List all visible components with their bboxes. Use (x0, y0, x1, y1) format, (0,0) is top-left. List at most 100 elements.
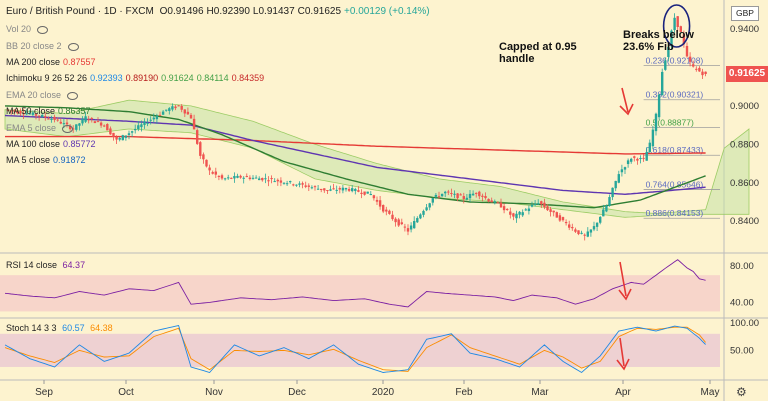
legend-ma-50-close[interactable]: MA 50 close 0.86357 (6, 106, 94, 117)
fib-label: 0.5(0.88877) (646, 117, 694, 127)
candle-body (406, 228, 410, 232)
hidden-eye-icon[interactable] (62, 124, 74, 133)
legend-ema-20-close[interactable]: EMA 20 close (6, 90, 81, 101)
candle-body (592, 226, 596, 230)
ohlc-h: H0.92390 (206, 6, 250, 17)
currency-badge[interactable]: GBP (731, 6, 759, 21)
fib-label: 0.618(0.87433) (646, 145, 704, 155)
candle-body (106, 124, 109, 131)
time-tick: Mar (531, 387, 549, 398)
candle-body (602, 209, 605, 217)
candle-body (248, 177, 252, 180)
candle-body (645, 151, 648, 161)
candle-body (444, 191, 447, 194)
legend-ma-200-close[interactable]: MA 200 close 0.87557 (6, 57, 99, 68)
candle-body (583, 234, 586, 236)
candle-body (574, 229, 577, 232)
legend-value: 0.91624 (161, 73, 194, 83)
time-tick: 2020 (372, 387, 395, 398)
candle-body (196, 130, 199, 144)
candle-body (487, 198, 490, 202)
candle-body (81, 118, 84, 124)
candle-body (258, 178, 261, 181)
candle-body (351, 188, 354, 192)
candle-body (623, 167, 627, 170)
annotation-line: handle (499, 53, 535, 65)
legend-ema-5-close[interactable]: EMA 5 close (6, 123, 76, 134)
candle-body (481, 195, 484, 197)
candle-body (648, 142, 651, 153)
legend-vol-20[interactable]: Vol 20 (6, 24, 51, 35)
settings-gear-icon[interactable]: ⚙ (736, 385, 747, 399)
hidden-eye-icon[interactable] (37, 25, 49, 34)
legend-ma-100-close[interactable]: MA 100 close 0.85772 (6, 139, 99, 150)
candle-body (10, 110, 13, 112)
legend-ma-5-close[interactable]: MA 5 close 0.91872 (6, 155, 89, 166)
candle-body (626, 160, 630, 165)
stoch-k-value: 60.57 (62, 323, 85, 333)
legend-ichimoku-9-26-52-26[interactable]: Ichimoku 9 26 52 26 0.92393 0.89190 0.91624… (6, 73, 267, 84)
legend-value: 0.84359 (231, 73, 265, 83)
legend-value: 0.85772 (63, 139, 96, 149)
candle-body (177, 105, 180, 107)
legend-value: 0.86357 (58, 106, 91, 116)
candle-body (555, 212, 558, 218)
stoch-name: Stoch 14 3 3 (6, 323, 57, 333)
stoch-down-arrow-head (616, 358, 630, 371)
candle-body (320, 188, 323, 190)
candle-body (239, 175, 242, 178)
candle-body (316, 188, 320, 190)
candle-body (391, 214, 394, 220)
candle-body (329, 189, 332, 191)
candle-body (41, 114, 44, 117)
candle-body (34, 114, 38, 116)
candle-body (586, 231, 589, 237)
annotation-line: Capped at 0.95 (499, 41, 577, 53)
candle-body (134, 128, 137, 131)
rsi-down-arrow (619, 261, 627, 297)
candle-body (251, 177, 255, 179)
hidden-eye-icon[interactable] (67, 42, 79, 51)
legend-value: 0.92393 (90, 73, 123, 83)
fib-label: 0.236(0.92108) (646, 55, 704, 65)
ma50-line (4, 105, 706, 209)
candle-body (347, 188, 351, 191)
rsi-legend: RSI 14 close 64.37 (6, 260, 88, 271)
legend-name: MA 50 close (6, 106, 56, 116)
rsi-line (4, 259, 706, 308)
candle-body (620, 169, 624, 173)
hidden-eye-icon[interactable] (67, 91, 79, 100)
candle-body (397, 219, 400, 226)
candle-body (87, 119, 90, 121)
candle-body (307, 185, 310, 187)
candle-body (273, 181, 276, 183)
legend-name: MA 100 close (6, 139, 61, 149)
ohlc-change: +0.00129 (+0.14%) (344, 6, 430, 17)
candle-body (78, 123, 81, 126)
candle-body (664, 60, 667, 70)
ohlc-o: O0.91496 (159, 6, 204, 17)
candle-body (630, 158, 633, 162)
candle-body (56, 119, 59, 121)
rsi-down-arrow-head (618, 288, 632, 301)
candle-body (146, 122, 149, 124)
fib-label: 0.886(0.84153) (646, 208, 704, 218)
highlight-ellipse (662, 4, 691, 48)
candle-body (130, 131, 134, 133)
candle-body (636, 158, 639, 161)
candle-body (161, 111, 165, 115)
candle-body (152, 117, 155, 120)
candle-body (118, 138, 121, 140)
candle-body (62, 123, 66, 125)
candle-body (313, 186, 317, 188)
candle-body (180, 105, 183, 110)
candle-body (509, 211, 512, 215)
candle-body (261, 177, 264, 181)
candle-body (168, 108, 171, 111)
rsi-value: 64.37 (62, 260, 86, 270)
candle-body (667, 46, 670, 57)
candle-body (22, 113, 25, 115)
legend-bb-20-close-2[interactable]: BB 20 close 2 (6, 41, 82, 52)
candle-body (698, 67, 701, 72)
